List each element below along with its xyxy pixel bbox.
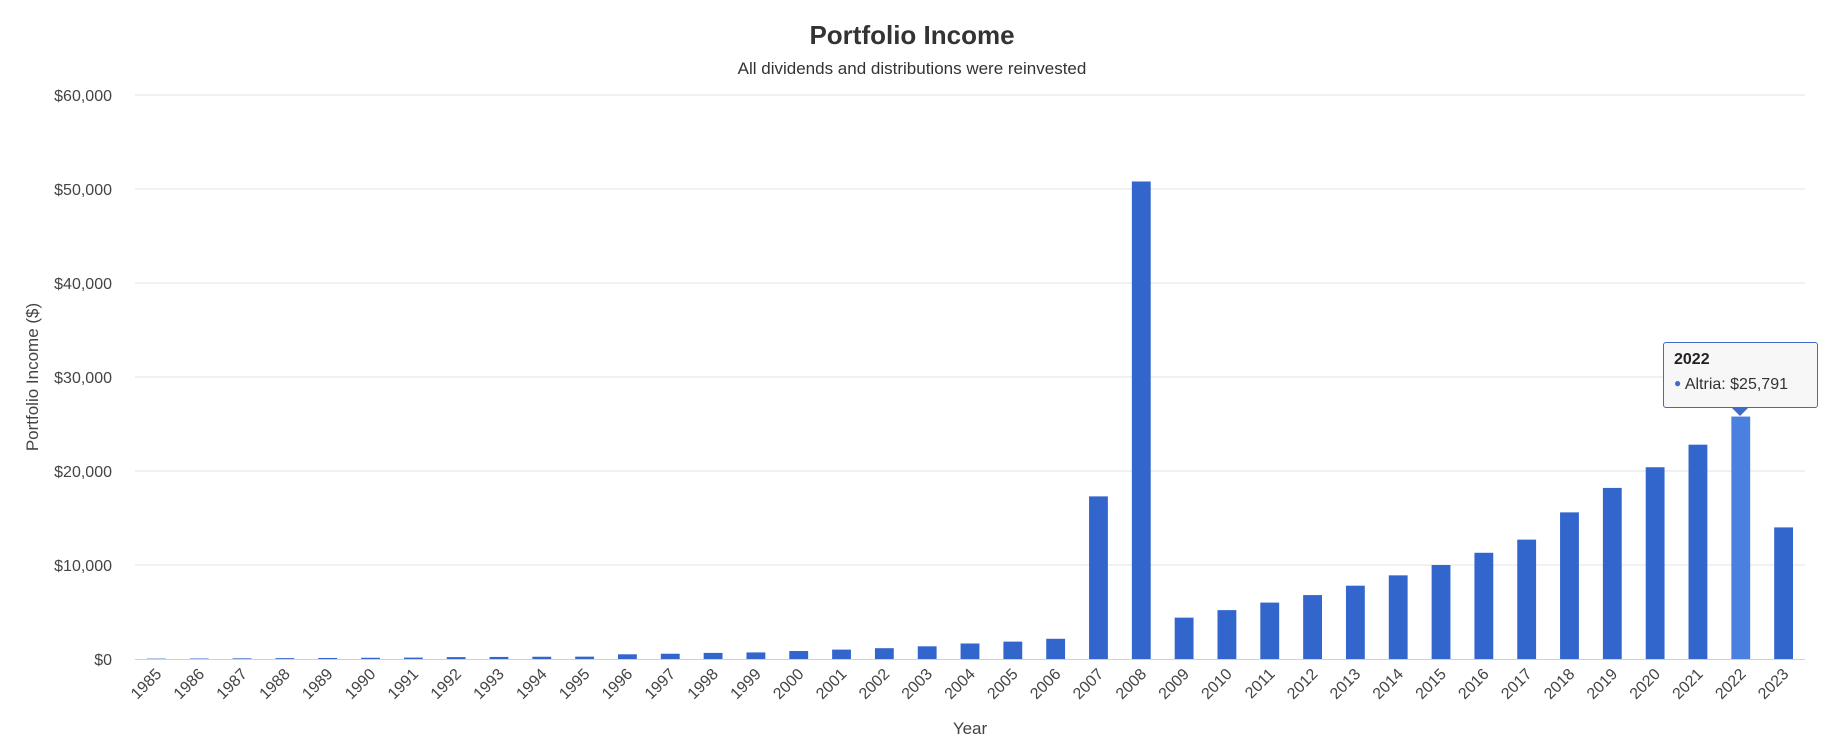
bar-2011[interactable] [1260, 602, 1280, 659]
y-tick-label: $10,000 [54, 558, 112, 575]
tooltip-year: 2022 [1674, 351, 1710, 368]
bar-2008[interactable] [1131, 181, 1151, 660]
x-tick-label: 2013 [1327, 666, 1364, 703]
x-tick-label: 2004 [942, 666, 979, 703]
bar-2010[interactable] [1217, 610, 1237, 659]
x-tick-label: 2022 [1712, 666, 1749, 703]
bar-2016[interactable] [1474, 552, 1494, 659]
x-tick-label: 2003 [899, 666, 936, 703]
series-dot-icon: ● [1674, 376, 1682, 390]
x-tick-label: 1985 [128, 666, 165, 703]
bar-1988[interactable] [275, 658, 295, 659]
bars [146, 181, 1794, 660]
x-tick-label: 1990 [342, 666, 379, 703]
tooltip-series-row: ● Altria: $25,791 [1674, 376, 1807, 394]
bar-2017[interactable] [1517, 539, 1537, 659]
bar-2009[interactable] [1174, 617, 1194, 659]
bar-2021[interactable] [1688, 444, 1708, 659]
x-tick-label: 1996 [599, 666, 636, 703]
x-tick-label: 1994 [513, 666, 550, 703]
x-tick-label: 2015 [1413, 666, 1450, 703]
bar-2023[interactable] [1774, 527, 1794, 659]
x-tick-label: 1986 [171, 666, 208, 703]
x-tick-label: 2023 [1755, 666, 1792, 703]
x-tick-label: 2018 [1541, 666, 1578, 703]
chart-subtitle: All dividends and distributions were rei… [738, 59, 1087, 78]
bar-2018[interactable] [1560, 512, 1579, 659]
bar-2001[interactable] [832, 649, 851, 659]
x-tick-label: 1992 [428, 666, 465, 703]
x-axis-ticks: 1985 1986 1987 1988 1989 1990 1991 1992 1993 1994… [128, 666, 1792, 703]
x-tick-label: 1995 [556, 666, 593, 703]
bar-2020[interactable] [1645, 467, 1665, 659]
y-tick-label: $60,000 [54, 88, 112, 105]
x-tick-label: 1999 [728, 666, 765, 703]
x-tick-label: 1989 [299, 666, 336, 703]
x-tick-label: 1998 [685, 666, 722, 703]
bar-2012[interactable] [1303, 595, 1322, 659]
bar-1993[interactable] [489, 656, 509, 659]
bar-2006[interactable] [1046, 638, 1066, 659]
x-tick-label: 2020 [1627, 666, 1664, 703]
bar-2014[interactable] [1388, 575, 1408, 659]
bar-1987[interactable] [232, 658, 252, 659]
x-tick-label: 2007 [1070, 666, 1107, 703]
y-axis-title: Portfolio Income ($) [23, 303, 42, 451]
bar-2002[interactable] [874, 648, 894, 659]
bar-2000[interactable] [789, 651, 809, 659]
bar-2007[interactable] [1089, 496, 1108, 659]
bar-1991[interactable] [403, 657, 423, 659]
x-tick-label: 1993 [471, 666, 508, 703]
bar-2004[interactable] [960, 643, 980, 659]
y-tick-label: $40,000 [54, 276, 112, 293]
gridlines [135, 94, 1805, 566]
tooltip-pointer-icon [1731, 407, 1749, 416]
bar-1995[interactable] [575, 656, 595, 659]
x-tick-label: 2001 [813, 666, 850, 703]
bar-1989[interactable] [318, 657, 338, 659]
y-tick-label: $0 [94, 652, 112, 669]
x-tick-label: 2006 [1027, 666, 1064, 703]
bar-1994[interactable] [532, 656, 552, 659]
x-tick-label: 2017 [1498, 666, 1535, 703]
x-tick-label: 2019 [1584, 666, 1621, 703]
y-tick-label: $50,000 [54, 182, 112, 199]
bar-1990[interactable] [361, 657, 380, 659]
bar-2003[interactable] [917, 646, 937, 659]
x-tick-label: 2002 [856, 666, 893, 703]
y-tick-label: $30,000 [54, 370, 112, 387]
bar-1997[interactable] [660, 653, 680, 659]
bar-1996[interactable] [618, 654, 637, 659]
x-tick-label: 1991 [385, 666, 422, 703]
bar-1999[interactable] [746, 652, 766, 659]
bar-2005[interactable] [1003, 641, 1023, 659]
bar-2022[interactable] [1731, 416, 1751, 659]
x-axis-title: Year [953, 719, 988, 738]
x-tick-label: 1997 [642, 666, 679, 703]
x-tick-label: 2011 [1242, 666, 1278, 702]
x-tick-label: 2014 [1370, 666, 1407, 703]
bar-2019[interactable] [1602, 487, 1622, 659]
bar-tooltip: 2022 ● Altria: $25,791 [1663, 342, 1818, 408]
bar-2013[interactable] [1345, 585, 1365, 659]
tooltip-value: Altria: $25,791 [1684, 376, 1788, 393]
x-tick-label: 2012 [1284, 666, 1321, 703]
y-axis-ticks: $0 $10,000 $20,000 $30,000 $40,000 $50,000 $60… [54, 88, 112, 669]
x-tick-label: 1988 [257, 666, 294, 703]
chart-title: Portfolio Income [809, 20, 1014, 50]
x-tick-label: 2010 [1199, 666, 1236, 703]
x-tick-label: 1987 [214, 666, 251, 703]
x-tick-label: 2009 [1156, 666, 1193, 703]
x-tick-label: 2016 [1455, 666, 1492, 703]
bar-2015[interactable] [1431, 565, 1451, 659]
bar-1992[interactable] [446, 657, 466, 659]
x-tick-label: 2005 [984, 666, 1021, 703]
x-tick-label: 2000 [770, 666, 807, 703]
bar-1998[interactable] [703, 652, 723, 659]
y-tick-label: $20,000 [54, 464, 112, 481]
x-tick-label: 2008 [1113, 666, 1150, 703]
x-tick-label: 2021 [1670, 666, 1707, 703]
